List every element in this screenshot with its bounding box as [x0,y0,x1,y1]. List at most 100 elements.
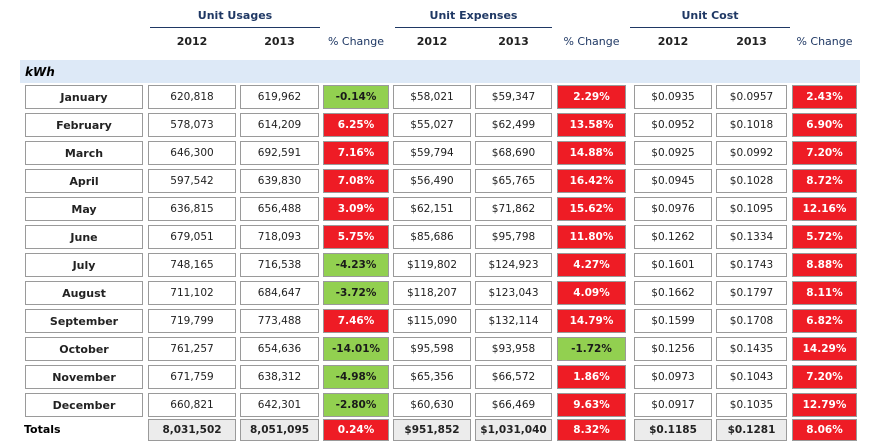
value-cell: $95,798 [475,225,552,249]
value-cell: $0.1035 [716,393,787,417]
value-cell: 614,209 [240,113,319,137]
column-header: % Change [327,35,385,48]
value-cell: 642,301 [240,393,319,417]
value-cell: 13.58% [557,113,626,137]
value-cell: 7.20% [792,365,857,389]
value-cell: 773,488 [240,309,319,333]
value-cell: -4.23% [323,253,389,277]
value-cell: $0.1262 [634,225,712,249]
value-cell: 4.09% [557,281,626,305]
value-cell: $0.0917 [634,393,712,417]
value-cell: 684,647 [240,281,319,305]
total-cell: 8,031,502 [148,419,236,441]
value-cell: $0.1043 [716,365,787,389]
value-cell: $68,690 [475,141,552,165]
value-cell: $124,923 [475,253,552,277]
value-cell: 4.27% [557,253,626,277]
value-cell: $58,021 [393,85,471,109]
value-cell: 656,488 [240,197,319,221]
value-cell: 7.20% [792,141,857,165]
value-cell: $62,151 [393,197,471,221]
value-cell: 14.29% [792,337,857,361]
column-header: 2012 [416,35,448,48]
value-cell: $60,630 [393,393,471,417]
total-cell: 0.24% [323,419,389,441]
value-cell: $62,499 [475,113,552,137]
value-cell: 3.09% [323,197,389,221]
value-cell: 716,538 [240,253,319,277]
value-cell: 8.72% [792,169,857,193]
value-cell: $66,469 [475,393,552,417]
total-cell: 8.06% [792,419,857,441]
value-cell: 2.29% [557,85,626,109]
month-cell: September [25,309,143,333]
value-cell: $0.1018 [716,113,787,137]
value-cell: 638,312 [240,365,319,389]
value-cell: 7.08% [323,169,389,193]
value-cell: $66,572 [475,365,552,389]
value-cell: 7.46% [323,309,389,333]
value-cell: $0.0945 [634,169,712,193]
value-cell: -14.01% [323,337,389,361]
group-header: Unit Expenses [395,9,552,28]
value-cell: $59,347 [475,85,552,109]
value-cell: -2.80% [323,393,389,417]
value-cell: $0.1601 [634,253,712,277]
value-cell: -1.72% [557,337,626,361]
value-cell: 748,165 [148,253,236,277]
value-cell: $0.1662 [634,281,712,305]
value-cell: $55,027 [393,113,471,137]
value-cell: 646,300 [148,141,236,165]
total-cell: $1,031,040 [475,419,552,441]
value-cell: 6.90% [792,113,857,137]
value-cell: 718,093 [240,225,319,249]
value-cell: $71,862 [475,197,552,221]
value-cell: $0.1797 [716,281,787,305]
total-cell: $951,852 [393,419,471,441]
value-cell: 660,821 [148,393,236,417]
value-cell: $85,686 [393,225,471,249]
value-cell: 679,051 [148,225,236,249]
value-cell: 711,102 [148,281,236,305]
value-cell: $0.0952 [634,113,712,137]
value-cell: $93,958 [475,337,552,361]
column-header: 2012 [657,35,689,48]
group-header: Unit Usages [150,9,320,28]
value-cell: 761,257 [148,337,236,361]
value-cell: $65,765 [475,169,552,193]
month-cell: March [25,141,143,165]
value-cell: 597,542 [148,169,236,193]
value-cell: 636,815 [148,197,236,221]
value-cell: 620,818 [148,85,236,109]
value-cell: 6.25% [323,113,389,137]
value-cell: 578,073 [148,113,236,137]
column-header: 2012 [176,35,208,48]
section-header: kWh [20,60,860,83]
total-cell: 8.32% [557,419,626,441]
value-cell: $0.1599 [634,309,712,333]
value-cell: $0.0973 [634,365,712,389]
value-cell: 8.11% [792,281,857,305]
value-cell: $119,802 [393,253,471,277]
value-cell: 7.16% [323,141,389,165]
month-cell: May [25,197,143,221]
value-cell: $65,356 [393,365,471,389]
value-cell: 15.62% [557,197,626,221]
value-cell: $115,090 [393,309,471,333]
column-header: % Change [563,35,620,48]
value-cell: 14.79% [557,309,626,333]
value-cell: 6.82% [792,309,857,333]
month-cell: December [25,393,143,417]
column-header: 2013 [736,35,767,48]
month-cell: October [25,337,143,361]
value-cell: $59,794 [393,141,471,165]
value-cell: $0.1028 [716,169,787,193]
month-cell: August [25,281,143,305]
value-cell: $0.1256 [634,337,712,361]
value-cell: 719,799 [148,309,236,333]
value-cell: 12.16% [792,197,857,221]
total-cell: $0.1185 [634,419,712,441]
value-cell: $56,490 [393,169,471,193]
value-cell: $118,207 [393,281,471,305]
